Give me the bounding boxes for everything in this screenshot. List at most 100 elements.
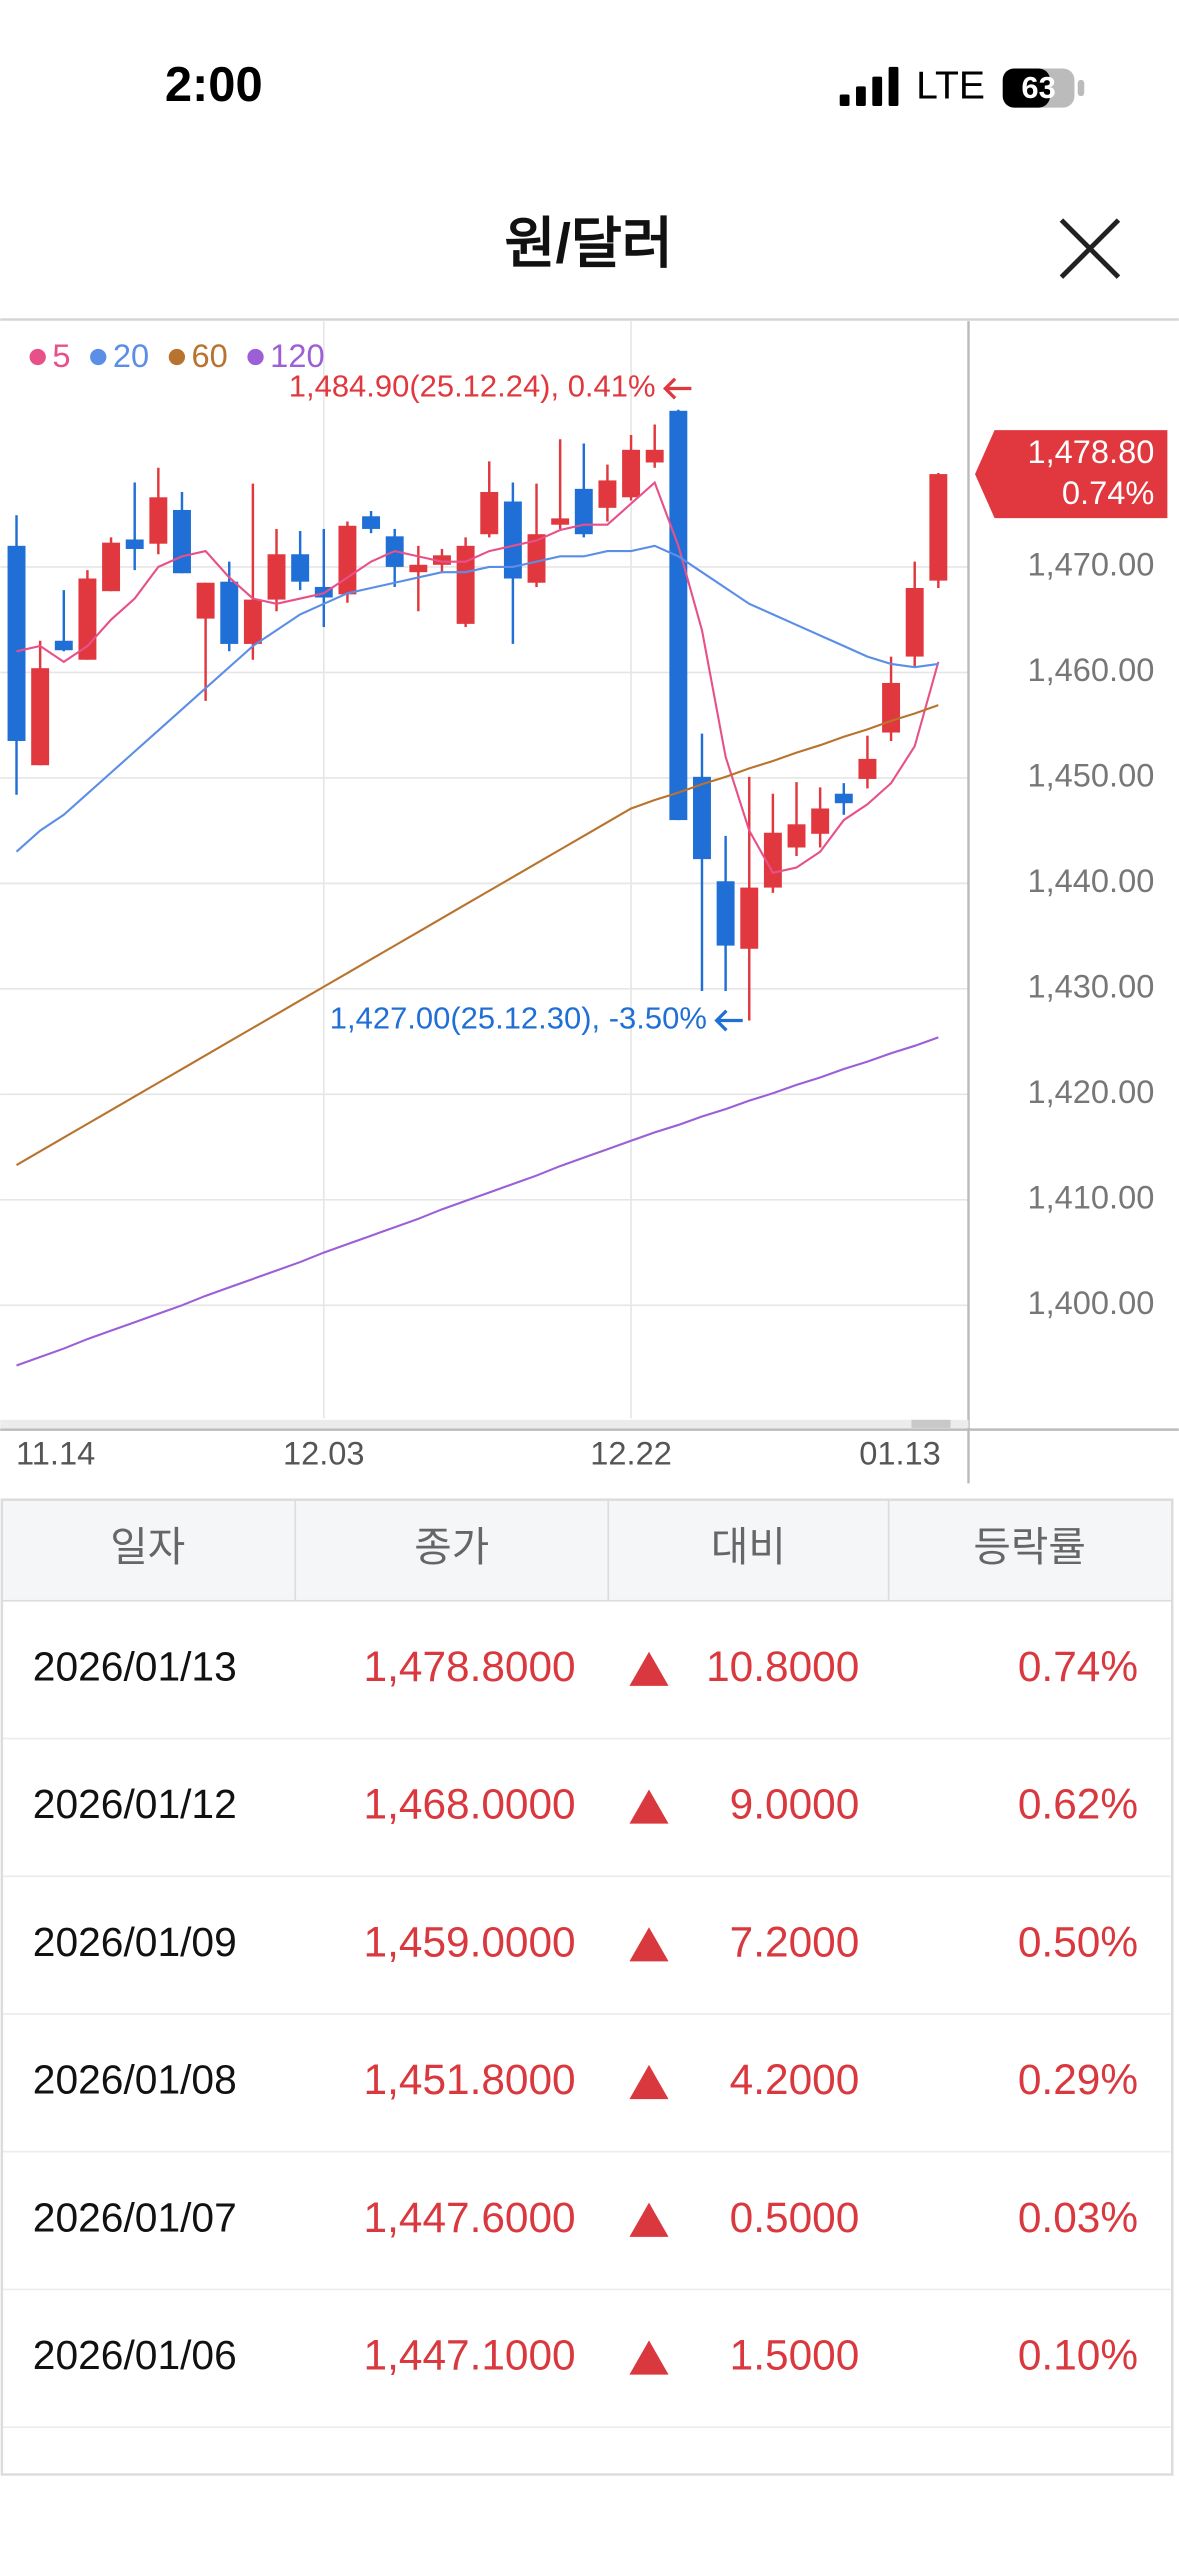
- scrollbar: [0, 1419, 969, 1428]
- date-cell: 2026/01/13: [33, 1643, 237, 1689]
- x-tick-label: 12.03: [283, 1434, 365, 1471]
- battery-label: 63: [1021, 70, 1055, 105]
- legend-label: 120: [270, 337, 324, 374]
- rate-cell: 0.74%: [1018, 1643, 1138, 1690]
- legend-label: 60: [192, 337, 228, 374]
- page-title: 원/달러: [505, 212, 673, 274]
- candle-body: [645, 449, 664, 463]
- candle-body: [7, 545, 26, 741]
- candle-body: [598, 480, 617, 508]
- candle-body: [787, 824, 806, 848]
- rate-cell: 0.50%: [1018, 1918, 1138, 1965]
- change-cell: 7.2000: [730, 1918, 860, 1965]
- date-cell: 2026/01/06: [33, 2332, 237, 2378]
- ma-line: [15, 704, 939, 1166]
- close-cell: 1,451.8000: [364, 2056, 576, 2103]
- high-annotation: 1,484.90(25.12.24), 0.41%: [289, 369, 656, 404]
- close-cell: 1,447.1000: [364, 2332, 576, 2379]
- legend-dot: [247, 348, 264, 366]
- candle-body: [362, 516, 381, 529]
- date-cell: 2026/01/12: [33, 1781, 237, 1827]
- candle-body: [551, 518, 570, 525]
- candle-body: [622, 449, 641, 498]
- x-tick-label: 11.14: [16, 1434, 95, 1471]
- table: 일자 종가 대비 등락률 2026/01/13 1,478.8000 10.8000 0.74…: [0, 1498, 1174, 2476]
- candle-body: [858, 758, 877, 779]
- candle-body: [574, 488, 593, 535]
- legend-dot: [90, 348, 107, 366]
- candle-body: [740, 887, 759, 949]
- rate-cell: 0.29%: [1018, 2056, 1138, 2103]
- candle-body: [149, 497, 168, 544]
- up-triangle: [629, 1927, 669, 1962]
- ma-line: [16, 480, 940, 875]
- candle-body: [173, 509, 191, 574]
- low-arrow: [714, 1009, 743, 1032]
- price-badge-change: 0.74%: [1062, 474, 1154, 511]
- candle-body: [693, 776, 711, 860]
- up-triangle: [629, 2064, 669, 2100]
- network-label: LTE: [916, 64, 985, 107]
- table-border: [0, 1498, 1174, 2476]
- x-tick-label: 12.22: [590, 1434, 672, 1471]
- ma-line: [16, 1036, 939, 1367]
- rate-cell: 0.10%: [1018, 2332, 1138, 2379]
- date-cell: 2026/01/09: [33, 1919, 237, 1965]
- candle-body: [503, 501, 522, 579]
- candle-body: [456, 545, 475, 624]
- rate-cell: 0.62%: [1018, 1781, 1138, 1828]
- column-header: 등락률: [973, 1524, 1085, 1570]
- column-header: 종가: [414, 1524, 489, 1570]
- date-cell: 2026/01/07: [33, 2194, 237, 2240]
- y-tick-label: 1,440.00: [1027, 862, 1154, 899]
- candle-body: [338, 525, 357, 595]
- candle-body: [929, 474, 948, 581]
- candle-body: [291, 554, 310, 582]
- candle-body: [54, 640, 73, 651]
- y-tick-label: 1,450.00: [1027, 756, 1154, 793]
- candle-body: [763, 832, 782, 888]
- close-cell: 1,478.8000: [364, 1643, 576, 1690]
- candle-body: [243, 599, 262, 644]
- candle-body: [196, 582, 215, 619]
- ma-line: [15, 544, 939, 853]
- change-cell: 10.8000: [706, 1643, 859, 1690]
- candle-body: [669, 410, 688, 821]
- close-button[interactable]: [1059, 218, 1121, 279]
- close-cell: 1,447.6000: [364, 2194, 576, 2241]
- candle-body: [409, 564, 428, 573]
- scroll-thumb: [911, 1419, 951, 1428]
- y-tick-label: 1,430.00: [1027, 967, 1154, 1004]
- x-tick-label: 01.13: [859, 1434, 941, 1471]
- battery-level: [1002, 68, 1051, 108]
- y-tick-label: 1,400.00: [1027, 1284, 1154, 1321]
- up-triangle: [629, 2202, 669, 2237]
- candle-body: [267, 554, 286, 600]
- up-triangle: [629, 2340, 669, 2375]
- legend-label: 5: [52, 337, 70, 374]
- rate-cell: 0.03%: [1018, 2194, 1138, 2241]
- date-cell: 2026/01/08: [33, 2057, 237, 2103]
- close-cell: 1,468.0000: [364, 1781, 576, 1828]
- price-badge: [975, 430, 1168, 519]
- high-arrow: [662, 377, 692, 400]
- column-header: 일자: [110, 1524, 185, 1570]
- candle-body: [31, 668, 50, 766]
- candle-body: [102, 542, 121, 592]
- change-cell: 1.5000: [730, 2332, 860, 2379]
- chart: 1,400.00 1,410.00 1,420.00 1,430.00 1,440.00…: [0, 321, 1179, 1484]
- close-cell: 1,459.0000: [364, 1918, 576, 1965]
- up-triangle: [629, 1651, 669, 1686]
- candle-body: [882, 682, 901, 733]
- signal-icon: [839, 66, 899, 106]
- candle-body: [78, 578, 97, 660]
- low-annotation: 1,427.00(25.12.30), -3.50%: [330, 1001, 707, 1036]
- candle-body: [527, 534, 546, 583]
- y-tick-label: 1,410.00: [1027, 1178, 1154, 1215]
- candle-body: [905, 588, 924, 657]
- legend-dot: [168, 348, 186, 366]
- status-time: 2:00: [165, 58, 263, 112]
- column-header: 대비: [711, 1524, 786, 1570]
